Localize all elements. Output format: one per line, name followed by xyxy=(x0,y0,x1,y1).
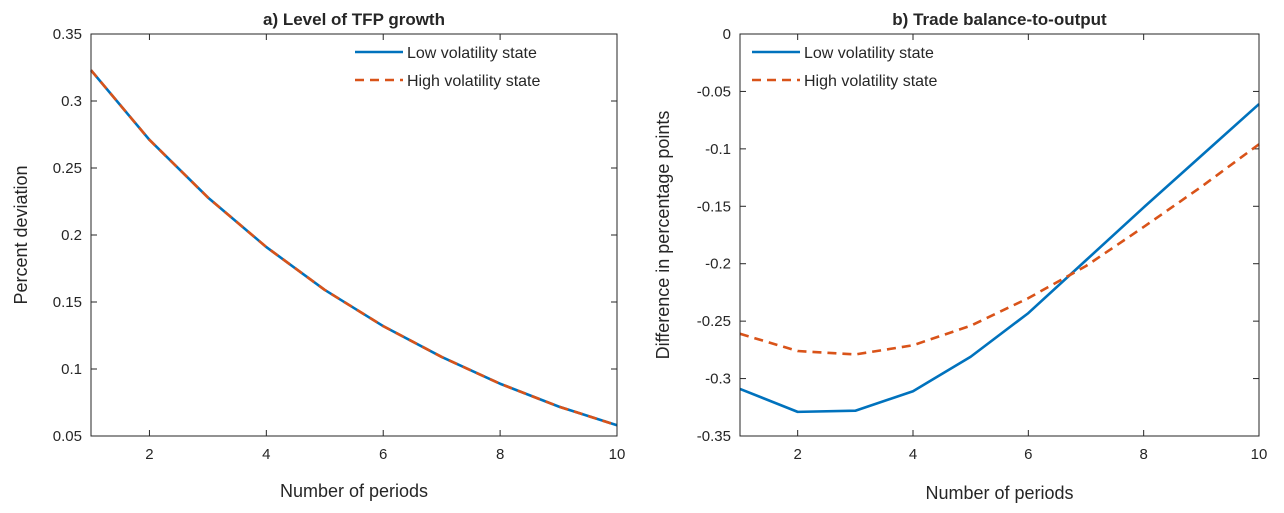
x-tick-label: 4 xyxy=(909,446,917,463)
panel-a-title: a) Level of TFP growth xyxy=(263,10,445,29)
series-line-low-volatility xyxy=(90,69,618,427)
panel-b-legend: Low volatility state High volatility sta… xyxy=(748,41,1008,103)
panel-b-y-axis-label: Difference in percentage points xyxy=(653,111,673,360)
series-line-low-volatility xyxy=(739,103,1260,414)
panel-b: 2 4 6 8 10-0.35-0.3-0.25-0.2-0.15-0.1-0.050 … xyxy=(653,10,1267,503)
x-tick-label: 10 xyxy=(609,446,626,463)
x-tick-label: 6 xyxy=(1024,446,1032,463)
panel-a-x-axis-label: Number of periods xyxy=(280,481,428,501)
y-tick-label: -0.1 xyxy=(705,141,731,158)
y-tick-label: 0.15 xyxy=(53,294,82,311)
x-tick-label: 2 xyxy=(793,446,801,463)
y-tick-label: -0.2 xyxy=(705,256,731,273)
y-tick-label: -0.35 xyxy=(697,428,731,445)
y-tick-label: -0.15 xyxy=(697,198,731,215)
y-tick-label: 0.25 xyxy=(53,160,82,177)
panel-a-legend-label-high: High volatility state xyxy=(407,73,540,90)
y-tick-label: 0.3 xyxy=(61,93,82,110)
series-line-high-volatility xyxy=(739,143,1260,356)
y-tick-label: -0.25 xyxy=(697,313,731,330)
x-tick-label: 6 xyxy=(379,446,387,463)
panel-a-legend: Low volatility state High volatility sta… xyxy=(351,41,601,103)
panel-a-legend-label-low: Low volatility state xyxy=(407,45,537,62)
panel-b-legend-label-low: Low volatility state xyxy=(804,45,934,62)
x-tick-label: 8 xyxy=(496,446,504,463)
panel-a-y-axis-label: Percent deviation xyxy=(11,165,31,304)
panel-a-series xyxy=(90,69,618,427)
x-tick-label: 8 xyxy=(1139,446,1147,463)
y-tick-label: 0.05 xyxy=(53,428,82,445)
x-tick-label: 2 xyxy=(145,446,153,463)
panel-a-axes-frame xyxy=(90,33,618,437)
panel-b-legend-label-high: High volatility state xyxy=(804,73,937,90)
panel-b-title: b) Trade balance-to-output xyxy=(892,10,1107,29)
panel-a-ticks: 2 4 6 8 10 0.05 0.1 0.15 0.2 0.25 0.3 0.35 xyxy=(53,26,626,463)
panel-a: 2 4 6 8 10 0.05 0.1 0.15 0.2 0.25 0.3 0.35 a) Level… xyxy=(11,10,625,501)
x-tick-label: 4 xyxy=(262,446,270,463)
y-tick-label: 0.35 xyxy=(53,26,82,43)
y-tick-label: 0.2 xyxy=(61,227,82,244)
y-tick-label: 0 xyxy=(723,26,731,43)
x-tick-label: 10 xyxy=(1251,446,1268,463)
panel-b-x-axis-label: Number of periods xyxy=(925,483,1073,503)
panel-b-series xyxy=(739,103,1260,414)
y-tick-label: -0.05 xyxy=(697,83,731,100)
y-tick-label: -0.3 xyxy=(705,371,731,388)
y-tick-label: 0.1 xyxy=(61,361,82,378)
panel-b-axes-frame xyxy=(739,33,1260,437)
